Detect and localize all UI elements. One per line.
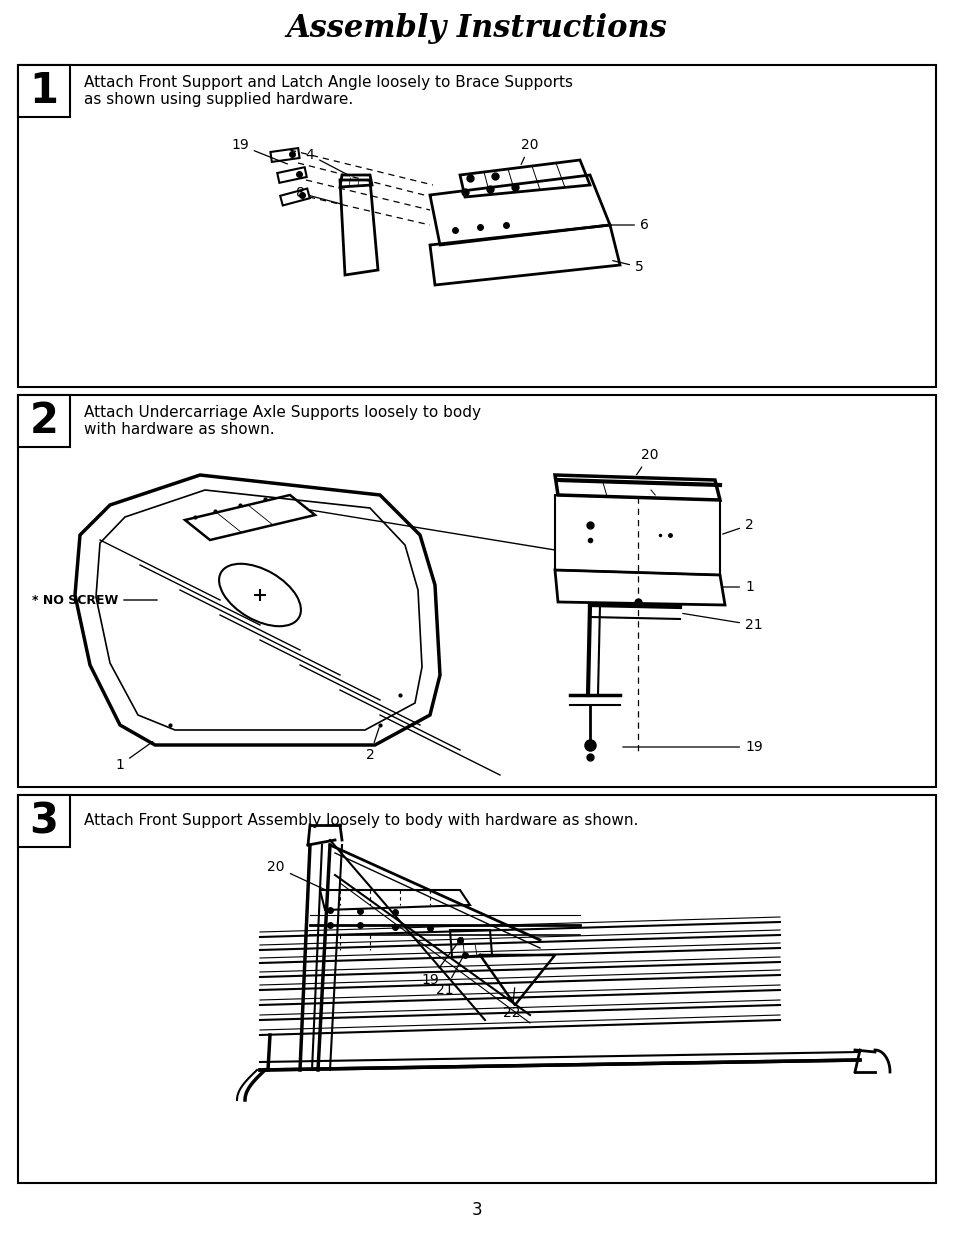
Text: 2: 2	[365, 727, 378, 762]
Text: Assembly Instructions: Assembly Instructions	[286, 12, 667, 43]
Text: Attach Front Support Assembly loosely to body with hardware as shown.: Attach Front Support Assembly loosely to…	[84, 814, 638, 829]
Text: 5: 5	[612, 261, 643, 274]
Text: Attach Undercarriage Axle Supports loosely to body
with hardware as shown.: Attach Undercarriage Axle Supports loose…	[84, 405, 480, 437]
Text: 1: 1	[722, 580, 753, 594]
Bar	[18, 795, 70, 847]
Text: 3: 3	[471, 1200, 482, 1219]
Text: 1: 1	[115, 741, 152, 772]
Bar	[18, 65, 70, 117]
Text: 20: 20	[267, 860, 327, 890]
Text: 19: 19	[420, 942, 457, 987]
Text: 3: 3	[30, 800, 58, 842]
Text: 20: 20	[636, 448, 659, 474]
Bar	[18, 395, 70, 447]
Bar	[18, 395, 935, 787]
Text: 20: 20	[520, 138, 538, 164]
Text: 21: 21	[436, 956, 463, 997]
Text: 22: 22	[503, 988, 520, 1020]
Text: * NO SCREW: * NO SCREW	[32, 594, 157, 606]
Text: 19: 19	[231, 138, 287, 164]
Text: 2: 2	[721, 517, 753, 534]
Text: 1: 1	[30, 70, 58, 112]
Text: 21: 21	[682, 614, 761, 632]
Text: 19: 19	[622, 740, 762, 755]
Bar	[18, 65, 935, 387]
Text: 8: 8	[295, 186, 342, 204]
Text: Attach Front Support and Latch Angle loosely to Brace Supports
as shown using su: Attach Front Support and Latch Angle loo…	[84, 75, 573, 107]
Text: 6: 6	[607, 219, 648, 232]
Text: 2: 2	[30, 400, 58, 442]
Text: 4: 4	[305, 148, 349, 175]
Bar	[18, 795, 935, 1183]
